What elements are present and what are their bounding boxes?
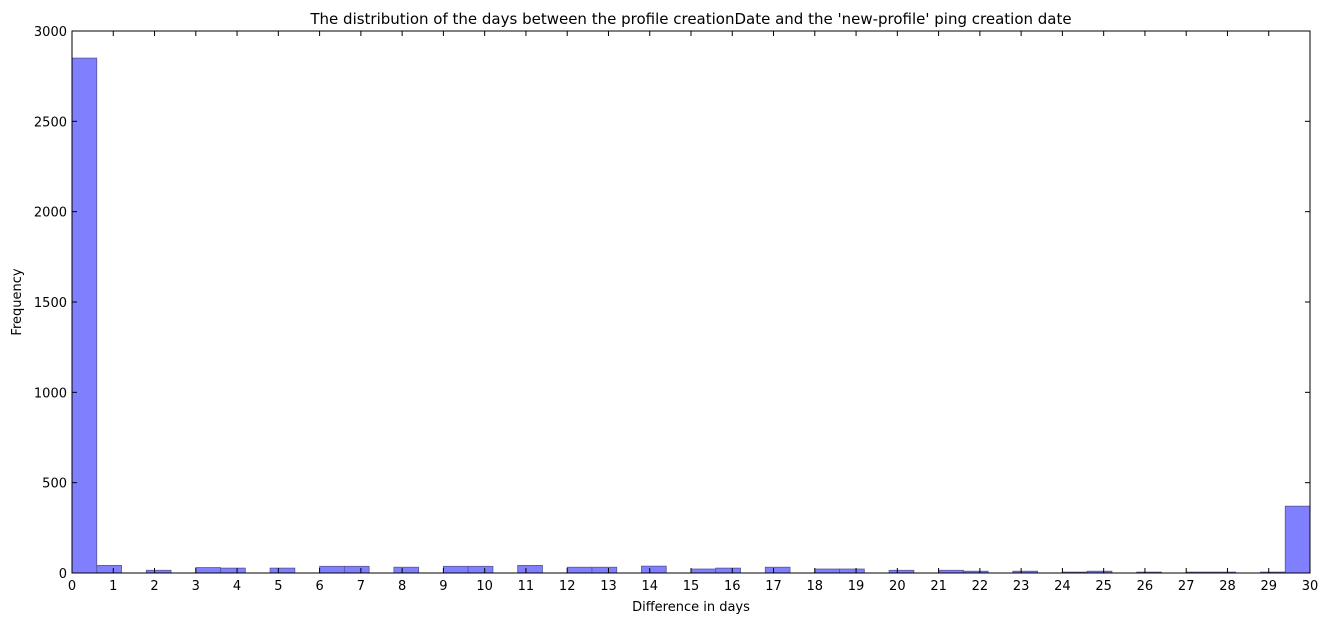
histogram-bar-5 — [269, 567, 296, 574]
x-axis-ticks: 0 1 2 3 4 5 6 7 8 9 10 11 12 13 14 15 16 17 18 19 20 21 22 23 24… — [68, 31, 1318, 594]
x-tick-label-18: 18 — [807, 579, 824, 594]
histogram-bar-10 — [467, 565, 494, 574]
x-tick-label-15: 15 — [683, 579, 700, 594]
x-tick-label-7: 7 — [357, 579, 365, 594]
histogram-bar-1 — [96, 565, 122, 574]
x-tick-label-3: 3 — [192, 579, 200, 594]
histogram-bar-8 — [393, 566, 420, 574]
chart-title: The distribution of the days between the… — [309, 10, 1071, 28]
histogram-bar-16 — [715, 567, 741, 574]
x-tick-label-25: 25 — [1095, 579, 1112, 594]
x-tick-label-14: 14 — [641, 579, 658, 594]
x-tick-label-23: 23 — [1013, 579, 1030, 594]
x-tick-label-16: 16 — [724, 579, 741, 594]
histogram-bar-19 — [839, 568, 865, 574]
histogram-bar-18 — [814, 568, 840, 574]
y-tick-label-1: 500 — [42, 477, 67, 492]
x-tick-label-9: 9 — [439, 579, 447, 594]
y-tick-label-4: 2000 — [34, 206, 67, 221]
histogram-bar-14 — [641, 565, 667, 574]
x-tick-label-10: 10 — [476, 579, 493, 594]
bars-group — [71, 57, 1311, 574]
y-tick-label-5: 2500 — [34, 115, 67, 130]
x-tick-label-17: 17 — [765, 579, 782, 594]
x-tick-label-5: 5 — [274, 579, 282, 594]
x-tick-label-0: 0 — [68, 579, 76, 594]
y-tick-label-2: 1000 — [34, 386, 67, 401]
histogram-bar-13 — [591, 566, 618, 574]
axes-frame — [71, 30, 1311, 574]
x-axis-label: Difference in days — [632, 600, 750, 615]
x-tick-label-1: 1 — [109, 579, 117, 594]
histogram-bar-11 — [517, 565, 543, 574]
histogram-bar-12 — [566, 566, 593, 574]
histogram-bar-6 — [319, 565, 345, 574]
x-tick-label-28: 28 — [1219, 579, 1236, 594]
x-tick-label-29: 29 — [1260, 579, 1277, 594]
histogram-bar-30 — [1284, 505, 1311, 574]
x-tick-label-20: 20 — [889, 579, 906, 594]
x-tick-label-2: 2 — [150, 579, 158, 594]
x-tick-label-30: 30 — [1302, 579, 1319, 594]
histogram-bar-9 — [442, 565, 469, 574]
y-tick-label-3: 1500 — [34, 296, 67, 311]
histogram-bar-17 — [764, 566, 791, 574]
histogram-bar-4 — [220, 567, 246, 574]
x-tick-label-8: 8 — [398, 579, 406, 594]
x-tick-label-19: 19 — [848, 579, 865, 594]
histogram-bar-15 — [690, 568, 717, 574]
x-tick-label-24: 24 — [1054, 579, 1071, 594]
x-tick-label-13: 13 — [600, 579, 617, 594]
y-tick-label-6: 3000 — [34, 25, 67, 40]
y-axis-label: Frequency — [10, 268, 25, 335]
x-tick-label-4: 4 — [233, 579, 241, 594]
x-tick-label-12: 12 — [559, 579, 576, 594]
x-tick-label-21: 21 — [930, 579, 947, 594]
x-tick-label-6: 6 — [315, 579, 323, 594]
x-tick-label-11: 11 — [518, 579, 535, 594]
x-tick-label-22: 22 — [972, 579, 989, 594]
x-tick-label-27: 27 — [1178, 579, 1195, 594]
histogram-bar-3 — [195, 567, 221, 574]
histogram-bar-0 — [71, 57, 98, 574]
y-tick-label-0: 0 — [59, 567, 67, 582]
histogram-bar-7 — [343, 565, 370, 574]
y-axis-ticks: 0 500 1000 1500 2000 2500 3000 — [34, 25, 1310, 582]
x-tick-label-26: 26 — [1137, 579, 1154, 594]
